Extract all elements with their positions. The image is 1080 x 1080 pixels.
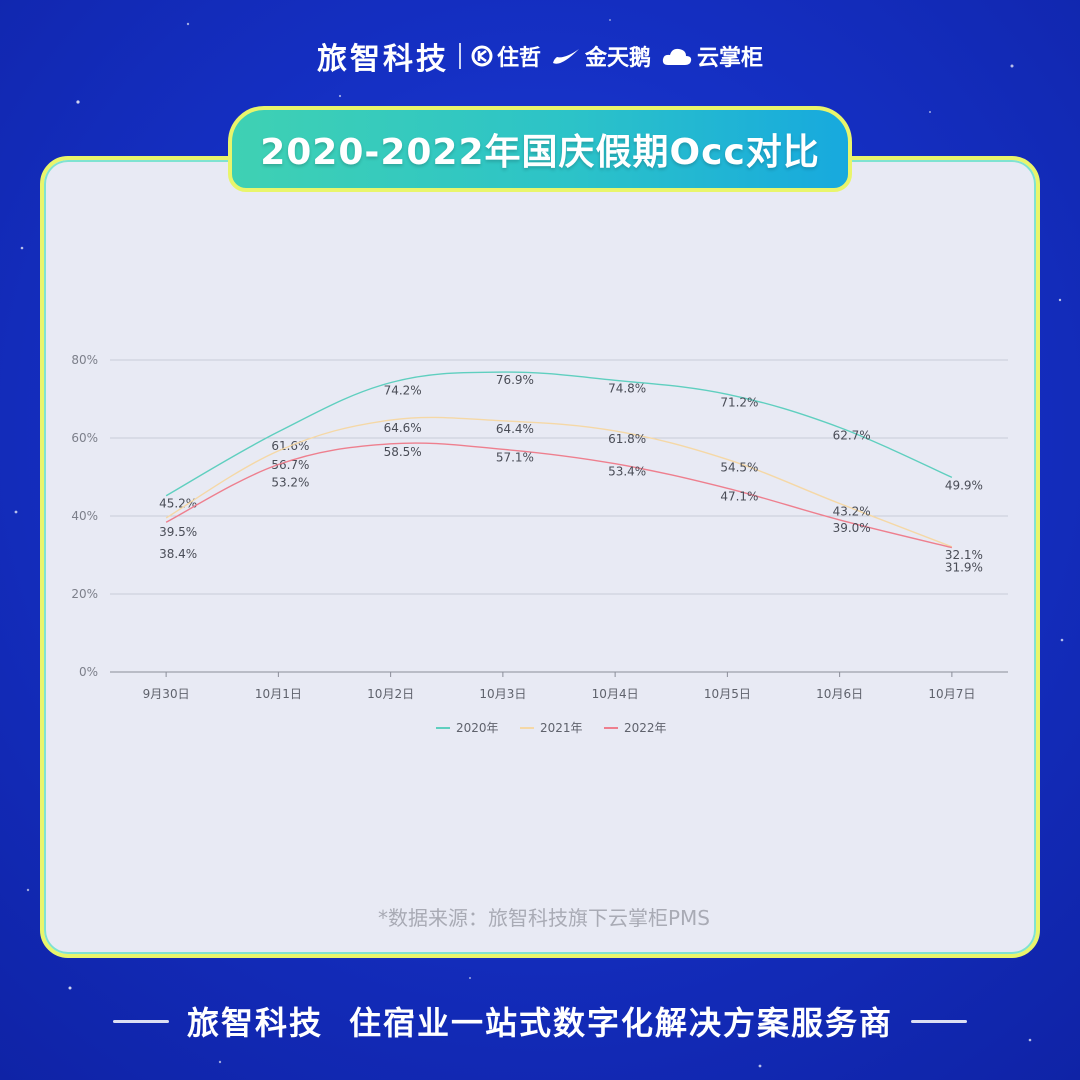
data-label: 47.1% <box>720 489 758 503</box>
data-label: 71.2% <box>720 395 758 409</box>
partner-name: 住哲 <box>496 46 541 71</box>
partner-name: 云掌柜 <box>697 46 764 71</box>
partner-yunzhanggui: 云掌柜 <box>661 40 763 72</box>
data-label: 53.4% <box>608 465 646 479</box>
series-line <box>165 416 953 548</box>
legend-label: 2021年 <box>540 721 583 735</box>
slogan-text: 旅智科技 住宿业一站式数字化解决方案服务商 <box>187 998 893 1044</box>
data-label: 54.5% <box>720 460 758 474</box>
data-label: 31.9% <box>945 561 983 575</box>
x-tick-label: 10月6日 <box>816 687 863 701</box>
x-tick-label: 10月7日 <box>928 687 975 701</box>
series-line <box>165 371 953 497</box>
data-label: 39.0% <box>833 521 871 535</box>
data-label: 49.9% <box>945 478 983 492</box>
y-tick-label: 0% <box>79 665 98 679</box>
y-tick-label: 80% <box>71 353 98 367</box>
data-source-note: *数据来源：旅智科技旗下云掌柜PMS <box>377 906 710 930</box>
data-label: 74.2% <box>384 384 422 398</box>
x-tick-label: 9月30日 <box>143 687 190 701</box>
footer-slogan: 旅智科技 住宿业一站式数字化解决方案服务商 <box>0 996 1080 1046</box>
data-label: 62.7% <box>833 428 871 442</box>
y-tick-label: 20% <box>71 587 98 601</box>
data-label: 43.2% <box>833 505 871 519</box>
partner-name: 金天鹅 <box>584 46 651 71</box>
data-label: 64.4% <box>496 422 534 436</box>
x-tick-label: 10月5日 <box>704 687 751 701</box>
data-label: 58.5% <box>384 445 422 459</box>
data-label: 57.1% <box>496 450 534 464</box>
x-tick-label: 10月1日 <box>255 687 302 701</box>
data-label: 74.8% <box>608 381 646 395</box>
data-label: 32.1% <box>945 548 983 562</box>
data-label: 45.2% <box>159 497 197 511</box>
partner-jintiane: 金天鹅 <box>551 40 651 72</box>
series-line <box>165 442 953 549</box>
data-label: 56.7% <box>271 458 309 472</box>
footer-brand: 旅智科技 <box>186 1004 323 1042</box>
y-tick-label: 60% <box>71 431 98 445</box>
page-title: 2020-2022年国庆假期Occ对比 <box>260 132 820 173</box>
data-label: 53.2% <box>271 476 309 490</box>
legend-label: 2020年 <box>456 721 499 735</box>
swan-logo-icon <box>552 49 579 64</box>
logo-divider <box>458 43 461 69</box>
title-ribbon: 2020-2022年国庆假期Occ对比 <box>228 106 852 192</box>
x-tick-label: 10月3日 <box>479 687 526 701</box>
partner-zhuzhe: 住哲 <box>471 40 541 72</box>
chart-card: 0% 20% 40% 60% 80% 9月30日 10月1日 10月2日 10月3日 10月4日 1… <box>40 156 1040 958</box>
partner-logo-bar: 旅智科技 住哲 金天鹅 云掌柜 <box>0 36 1080 77</box>
cloud-logo-icon <box>662 48 692 65</box>
data-label: 76.9% <box>496 373 534 387</box>
data-label: 38.4% <box>159 547 197 561</box>
x-tick-label: 10月2日 <box>367 687 414 701</box>
slogan-line-left <box>112 1019 169 1023</box>
brand-logo: 旅智科技 <box>316 42 449 77</box>
footer-slogan-text: 住宿业一站式数字化解决方案服务商 <box>349 1004 894 1042</box>
slogan-line-right <box>911 1019 968 1023</box>
data-label: 61.8% <box>608 432 646 446</box>
occupancy-line-chart: 0% 20% 40% 60% 80% 9月30日 10月1日 10月2日 10月3日 10月4日 1… <box>71 353 1008 735</box>
x-tick-label: 10月4日 <box>592 687 639 701</box>
legend-label: 2022年 <box>624 721 667 735</box>
zhuzhe-logo-icon <box>471 45 493 67</box>
y-tick-label: 40% <box>71 509 98 523</box>
data-label: 39.5% <box>159 525 197 539</box>
data-label: 64.6% <box>384 421 422 435</box>
